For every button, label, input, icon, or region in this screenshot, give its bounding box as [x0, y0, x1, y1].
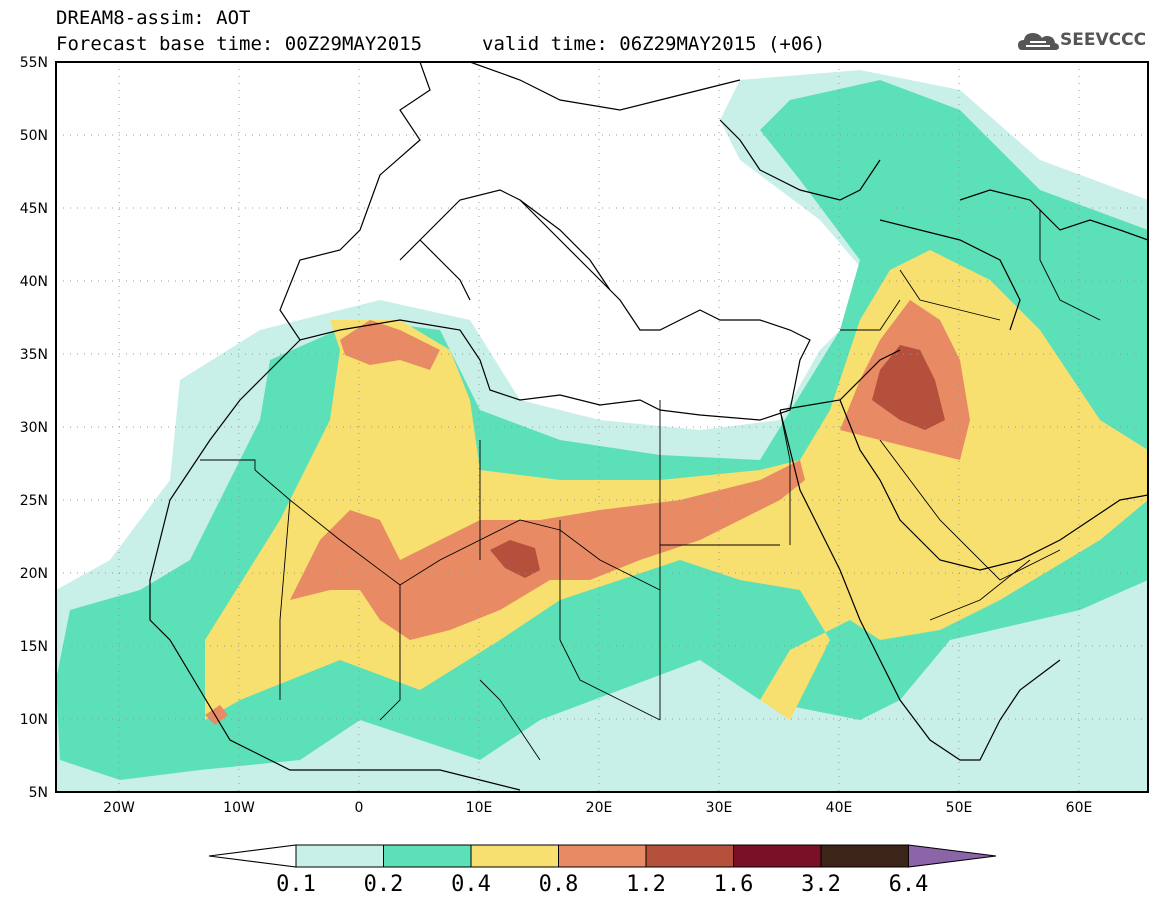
lon-label: 0 [355, 800, 364, 816]
colorbar-level-label: 3.2 [801, 872, 841, 897]
colorbar-swatch [645, 844, 734, 868]
lat-label: 15N [20, 639, 48, 655]
colorbar-level-label: 0.2 [364, 872, 404, 897]
colorbar-swatch [558, 844, 647, 868]
colorbar-level-label: 1.2 [626, 872, 666, 897]
colorbar-level-label: 0.1 [276, 872, 316, 897]
colorbar-level-label: 6.4 [889, 872, 929, 897]
lat-label: 55N [20, 55, 48, 71]
lon-label: 40E [826, 800, 853, 816]
lat-label: 30N [20, 420, 48, 436]
colorbar-swatch [295, 844, 384, 868]
colorbar-level-label: 0.8 [539, 872, 579, 897]
colorbar-low-arrow [208, 844, 297, 868]
lon-label: 10W [223, 800, 255, 816]
coastlines [149, 62, 1148, 791]
cloud-icon [1018, 33, 1059, 50]
lon-label: 50E [946, 800, 973, 816]
lat-label: 20N [20, 566, 48, 582]
colorbar-swatch [470, 844, 559, 868]
lon-label: 60E [1066, 800, 1093, 816]
lat-label: 50N [20, 128, 48, 144]
colorbar-high-arrow [908, 844, 997, 868]
forecast-base-time: Forecast base time: 00Z29MAY2015 [56, 33, 423, 55]
lat-label: 10N [20, 712, 48, 728]
lat-label: 25N [20, 493, 48, 509]
map-frame [55, 61, 1149, 793]
graticule [56, 62, 1148, 792]
colorbar-swatch [733, 844, 822, 868]
colorbar-swatch [820, 844, 909, 868]
valid-time: valid time: 06Z29MAY2015 (+06) [482, 33, 826, 55]
lon-label: 10E [466, 800, 493, 816]
logo-text: SEEVCCC [1060, 30, 1147, 50]
lat-label: 45N [20, 201, 48, 217]
lat-label: 5N [29, 785, 48, 801]
lon-label: 20E [586, 800, 613, 816]
colorbar-swatch [383, 844, 472, 868]
lon-label: 20W [103, 800, 135, 816]
colorbar [208, 844, 997, 868]
country-borders [200, 210, 1101, 761]
colorbar-level-label: 0.4 [451, 872, 491, 897]
map-title: DREAM8-assim: AOT [56, 7, 251, 29]
lat-label: 40N [20, 274, 48, 290]
lat-label: 35N [20, 347, 48, 363]
aot-field [56, 70, 1148, 792]
colorbar-level-label: 1.6 [714, 872, 754, 897]
lon-label: 30E [706, 800, 733, 816]
